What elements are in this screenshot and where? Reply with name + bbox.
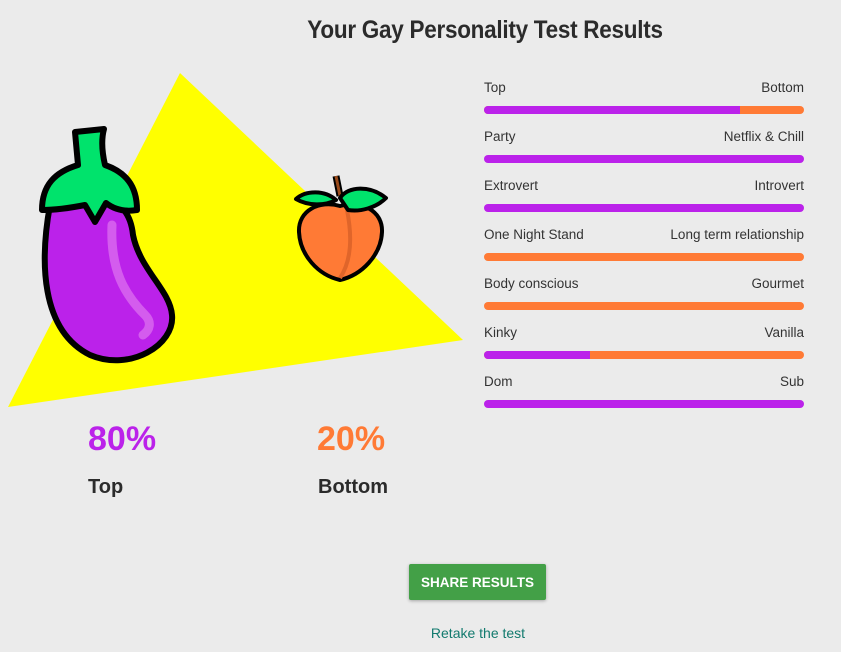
trait-bar-fill bbox=[484, 400, 804, 408]
trait-bar-fill bbox=[484, 155, 804, 163]
top-percent: 80% bbox=[88, 420, 157, 458]
top-label: Top bbox=[88, 476, 124, 498]
trait-right-label: Vanilla bbox=[764, 325, 804, 340]
bottom-label: Bottom bbox=[318, 476, 388, 498]
trait-bar bbox=[484, 253, 804, 261]
trait-left-label: Kinky bbox=[484, 325, 518, 340]
trait-bar bbox=[484, 106, 804, 114]
trait-bar bbox=[484, 155, 804, 163]
retake-test-link[interactable]: Retake the test bbox=[430, 625, 526, 641]
page-title: Your Gay Personality Test Results bbox=[307, 16, 663, 44]
trait-right-label: Gourmet bbox=[751, 276, 804, 291]
trait-bar-fill bbox=[484, 351, 590, 359]
trait-left-label: Extrovert bbox=[484, 178, 539, 193]
share-results-button[interactable]: SHARE RESULTS bbox=[409, 564, 546, 600]
trait-bar bbox=[484, 351, 804, 359]
trait-row: Top Bottom bbox=[484, 80, 804, 114]
trait-left-label: One Night Stand bbox=[484, 227, 584, 242]
trait-row: Extrovert Introvert bbox=[484, 178, 804, 212]
bottom-percent: 20% bbox=[317, 420, 386, 458]
trait-bar bbox=[484, 204, 804, 212]
trait-row: Party Netflix & Chill bbox=[484, 129, 804, 163]
trait-right-label: Sub bbox=[779, 374, 804, 389]
peach-icon bbox=[294, 175, 388, 282]
eggplant-icon bbox=[39, 126, 176, 364]
trait-right-label: Bottom bbox=[761, 80, 804, 95]
trait-bar-fill bbox=[484, 106, 740, 114]
trait-left-label: Body conscious bbox=[484, 276, 579, 291]
trait-right-label: Introvert bbox=[754, 178, 804, 193]
trait-row: One Night Stand Long term relationship bbox=[484, 227, 804, 261]
trait-row: Kinky Vanilla bbox=[484, 325, 804, 359]
trait-left-label: Party bbox=[484, 129, 516, 144]
result-illustration bbox=[8, 73, 463, 407]
trait-bar bbox=[484, 400, 804, 408]
trait-row: Body conscious Gourmet bbox=[484, 276, 804, 310]
trait-bar bbox=[484, 302, 804, 310]
trait-row: Dom Sub bbox=[484, 374, 804, 408]
trait-bar-fill bbox=[484, 204, 804, 212]
trait-right-label: Netflix & Chill bbox=[723, 129, 804, 144]
trait-right-label: Long term relationship bbox=[670, 227, 804, 242]
trait-left-label: Dom bbox=[484, 374, 513, 389]
trait-left-label: Top bbox=[484, 80, 506, 95]
